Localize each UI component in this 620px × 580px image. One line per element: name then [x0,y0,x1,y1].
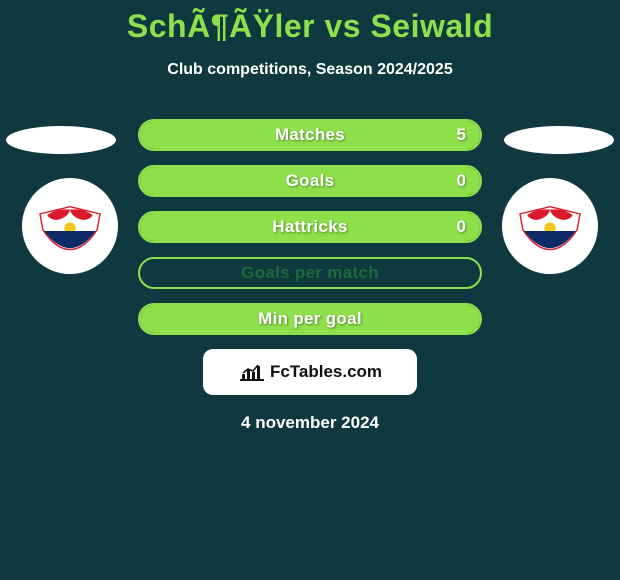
bar-chart-icon [238,362,266,382]
stat-row: Hattricks0 [138,211,482,243]
stat-row-label: Goals per match [140,259,480,287]
stat-row-label: Goals [140,167,480,195]
brand-logo-box[interactable]: FcTables.com [203,349,417,395]
rb-leipzig-icon [34,201,106,251]
stat-row: Goals per match [138,257,482,289]
stat-row-value: 0 [457,167,466,195]
player-right-shadow [504,126,614,154]
page-title: SchÃ¶ÃŸler vs Seiwald [0,0,620,45]
stat-row-value: 5 [457,121,466,149]
footer-date: 4 november 2024 [0,413,620,433]
club-badge-right [502,178,598,274]
stat-row-value: 0 [457,213,466,241]
club-badge-left [22,178,118,274]
stat-row-label: Min per goal [140,305,480,333]
player-left-shadow [6,126,116,154]
stat-row: Goals0 [138,165,482,197]
stat-row: Min per goal [138,303,482,335]
stats-list: Matches5Goals0Hattricks0Goals per matchM… [138,119,482,335]
stat-row: Matches5 [138,119,482,151]
stat-row-label: Matches [140,121,480,149]
rb-leipzig-icon [514,201,586,251]
subtitle: Club competitions, Season 2024/2025 [0,61,620,79]
brand-logo-text: FcTables.com [270,362,382,382]
stat-row-label: Hattricks [140,213,480,241]
